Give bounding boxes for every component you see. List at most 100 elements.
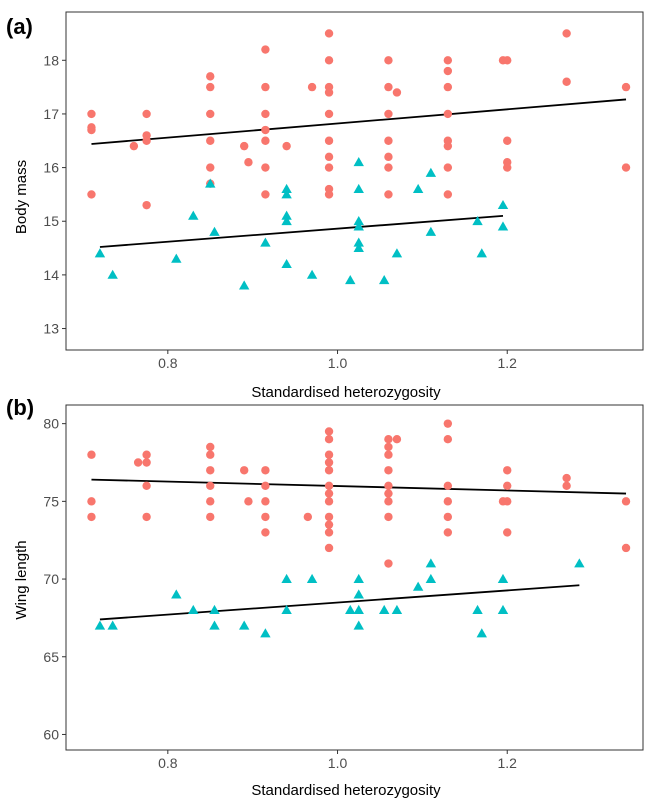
- data-point-circle: [621, 543, 631, 553]
- data-point-triangle: [472, 604, 483, 615]
- data-point-triangle: [281, 189, 292, 199]
- data-point-circle: [384, 466, 393, 475]
- data-point-triangle: [260, 237, 271, 247]
- data-point-triangle: [391, 604, 403, 615]
- data-point-circle: [384, 163, 393, 172]
- data-point-circle: [384, 109, 393, 119]
- y-tick-label: 75: [43, 493, 59, 509]
- data-point-triangle: [281, 210, 292, 220]
- panel-b-label: (b): [6, 395, 34, 420]
- data-point-circle: [392, 88, 402, 97]
- data-point-circle: [261, 512, 270, 522]
- data-point-triangle: [209, 620, 220, 630]
- data-point-triangle: [476, 628, 487, 638]
- data-point-circle: [206, 481, 215, 491]
- data-point-circle: [384, 450, 393, 459]
- data-point-circle: [324, 152, 334, 162]
- data-point-triangle: [353, 573, 364, 583]
- data-point-circle: [206, 82, 215, 92]
- y-tick-label: 80: [43, 416, 59, 432]
- data-point-circle: [142, 136, 151, 145]
- data-point-circle: [384, 559, 393, 568]
- data-point-circle: [129, 141, 139, 151]
- data-point-circle: [261, 481, 270, 491]
- data-point-triangle: [281, 258, 292, 269]
- data-point-circle: [384, 442, 393, 452]
- data-point-triangle: [281, 573, 292, 583]
- fit-line: [91, 98, 627, 145]
- data-point-circle: [324, 163, 334, 172]
- data-point-circle: [324, 450, 334, 459]
- data-point-triangle: [353, 216, 364, 226]
- data-point-circle: [443, 497, 453, 506]
- data-point-circle: [261, 109, 270, 119]
- panel-a: (a) Body mass Standardised heterozygosit…: [6, 11, 644, 401]
- data-point-circle: [261, 82, 270, 92]
- data-point-circle: [87, 497, 96, 506]
- data-point-circle: [142, 481, 151, 491]
- data-point-circle: [384, 512, 393, 522]
- x-tick-label: 1.0: [328, 755, 348, 771]
- data-point-circle: [562, 77, 571, 86]
- data-point-circle: [261, 528, 270, 537]
- y-tick-label: 18: [43, 52, 59, 68]
- data-point-circle: [562, 473, 571, 483]
- data-point-circle: [324, 434, 334, 444]
- data-point-triangle: [306, 573, 318, 583]
- data-point-triangle: [205, 178, 216, 188]
- fit-line: [91, 478, 627, 495]
- data-point-triangle: [188, 210, 199, 220]
- data-point-circle: [443, 56, 453, 65]
- data-point-circle: [244, 158, 253, 167]
- data-point-circle: [261, 497, 270, 506]
- y-tick-label: 14: [43, 267, 59, 283]
- data-point-circle: [261, 466, 270, 475]
- data-point-circle: [206, 163, 215, 172]
- data-point-circle: [324, 56, 334, 65]
- data-point-circle: [503, 528, 512, 537]
- data-point-circle: [324, 512, 334, 522]
- data-point-circle: [142, 458, 151, 467]
- x-tick-label: 0.8: [158, 355, 178, 371]
- data-point-circle: [443, 419, 453, 428]
- data-point-circle: [87, 512, 96, 522]
- data-point-circle: [503, 56, 512, 65]
- data-point-triangle: [345, 604, 356, 615]
- data-point-circle: [503, 136, 512, 145]
- data-point-circle: [443, 109, 453, 119]
- data-point-triangle: [281, 604, 292, 615]
- data-point-circle: [443, 82, 453, 92]
- data-point-triangle: [209, 604, 220, 615]
- data-point-circle: [384, 82, 393, 92]
- panel-a-points: [87, 29, 631, 290]
- data-point-circle: [239, 466, 249, 475]
- data-point-triangle: [497, 199, 509, 210]
- data-point-triangle: [171, 589, 182, 599]
- data-point-circle: [384, 434, 393, 444]
- data-point-circle: [324, 543, 334, 553]
- data-point-triangle: [345, 275, 356, 285]
- data-point-circle: [324, 190, 334, 199]
- data-point-circle: [621, 163, 631, 172]
- data-point-circle: [443, 528, 453, 537]
- data-point-circle: [142, 200, 151, 210]
- data-point-circle: [384, 497, 393, 506]
- data-point-circle: [392, 434, 402, 444]
- data-point-circle: [324, 109, 334, 119]
- data-point-circle: [503, 466, 512, 475]
- data-point-triangle: [412, 183, 424, 193]
- panel-a-fit-lines: [91, 98, 627, 248]
- data-point-triangle: [425, 226, 437, 236]
- panel-b-frame: [65, 404, 644, 751]
- data-point-circle: [324, 497, 334, 506]
- fit-line: [99, 584, 580, 621]
- panel-a-ticks: 0.8 1.0 1.2 13 14 15 16 17 18: [43, 52, 517, 371]
- data-point-triangle: [412, 581, 424, 591]
- x-tick-label: 1.2: [498, 755, 518, 771]
- panel-a-frame: [65, 11, 644, 351]
- data-point-triangle: [353, 242, 364, 252]
- data-point-circle: [206, 512, 215, 522]
- data-point-circle: [443, 481, 453, 491]
- data-point-circle: [562, 29, 571, 38]
- data-point-circle: [443, 190, 453, 199]
